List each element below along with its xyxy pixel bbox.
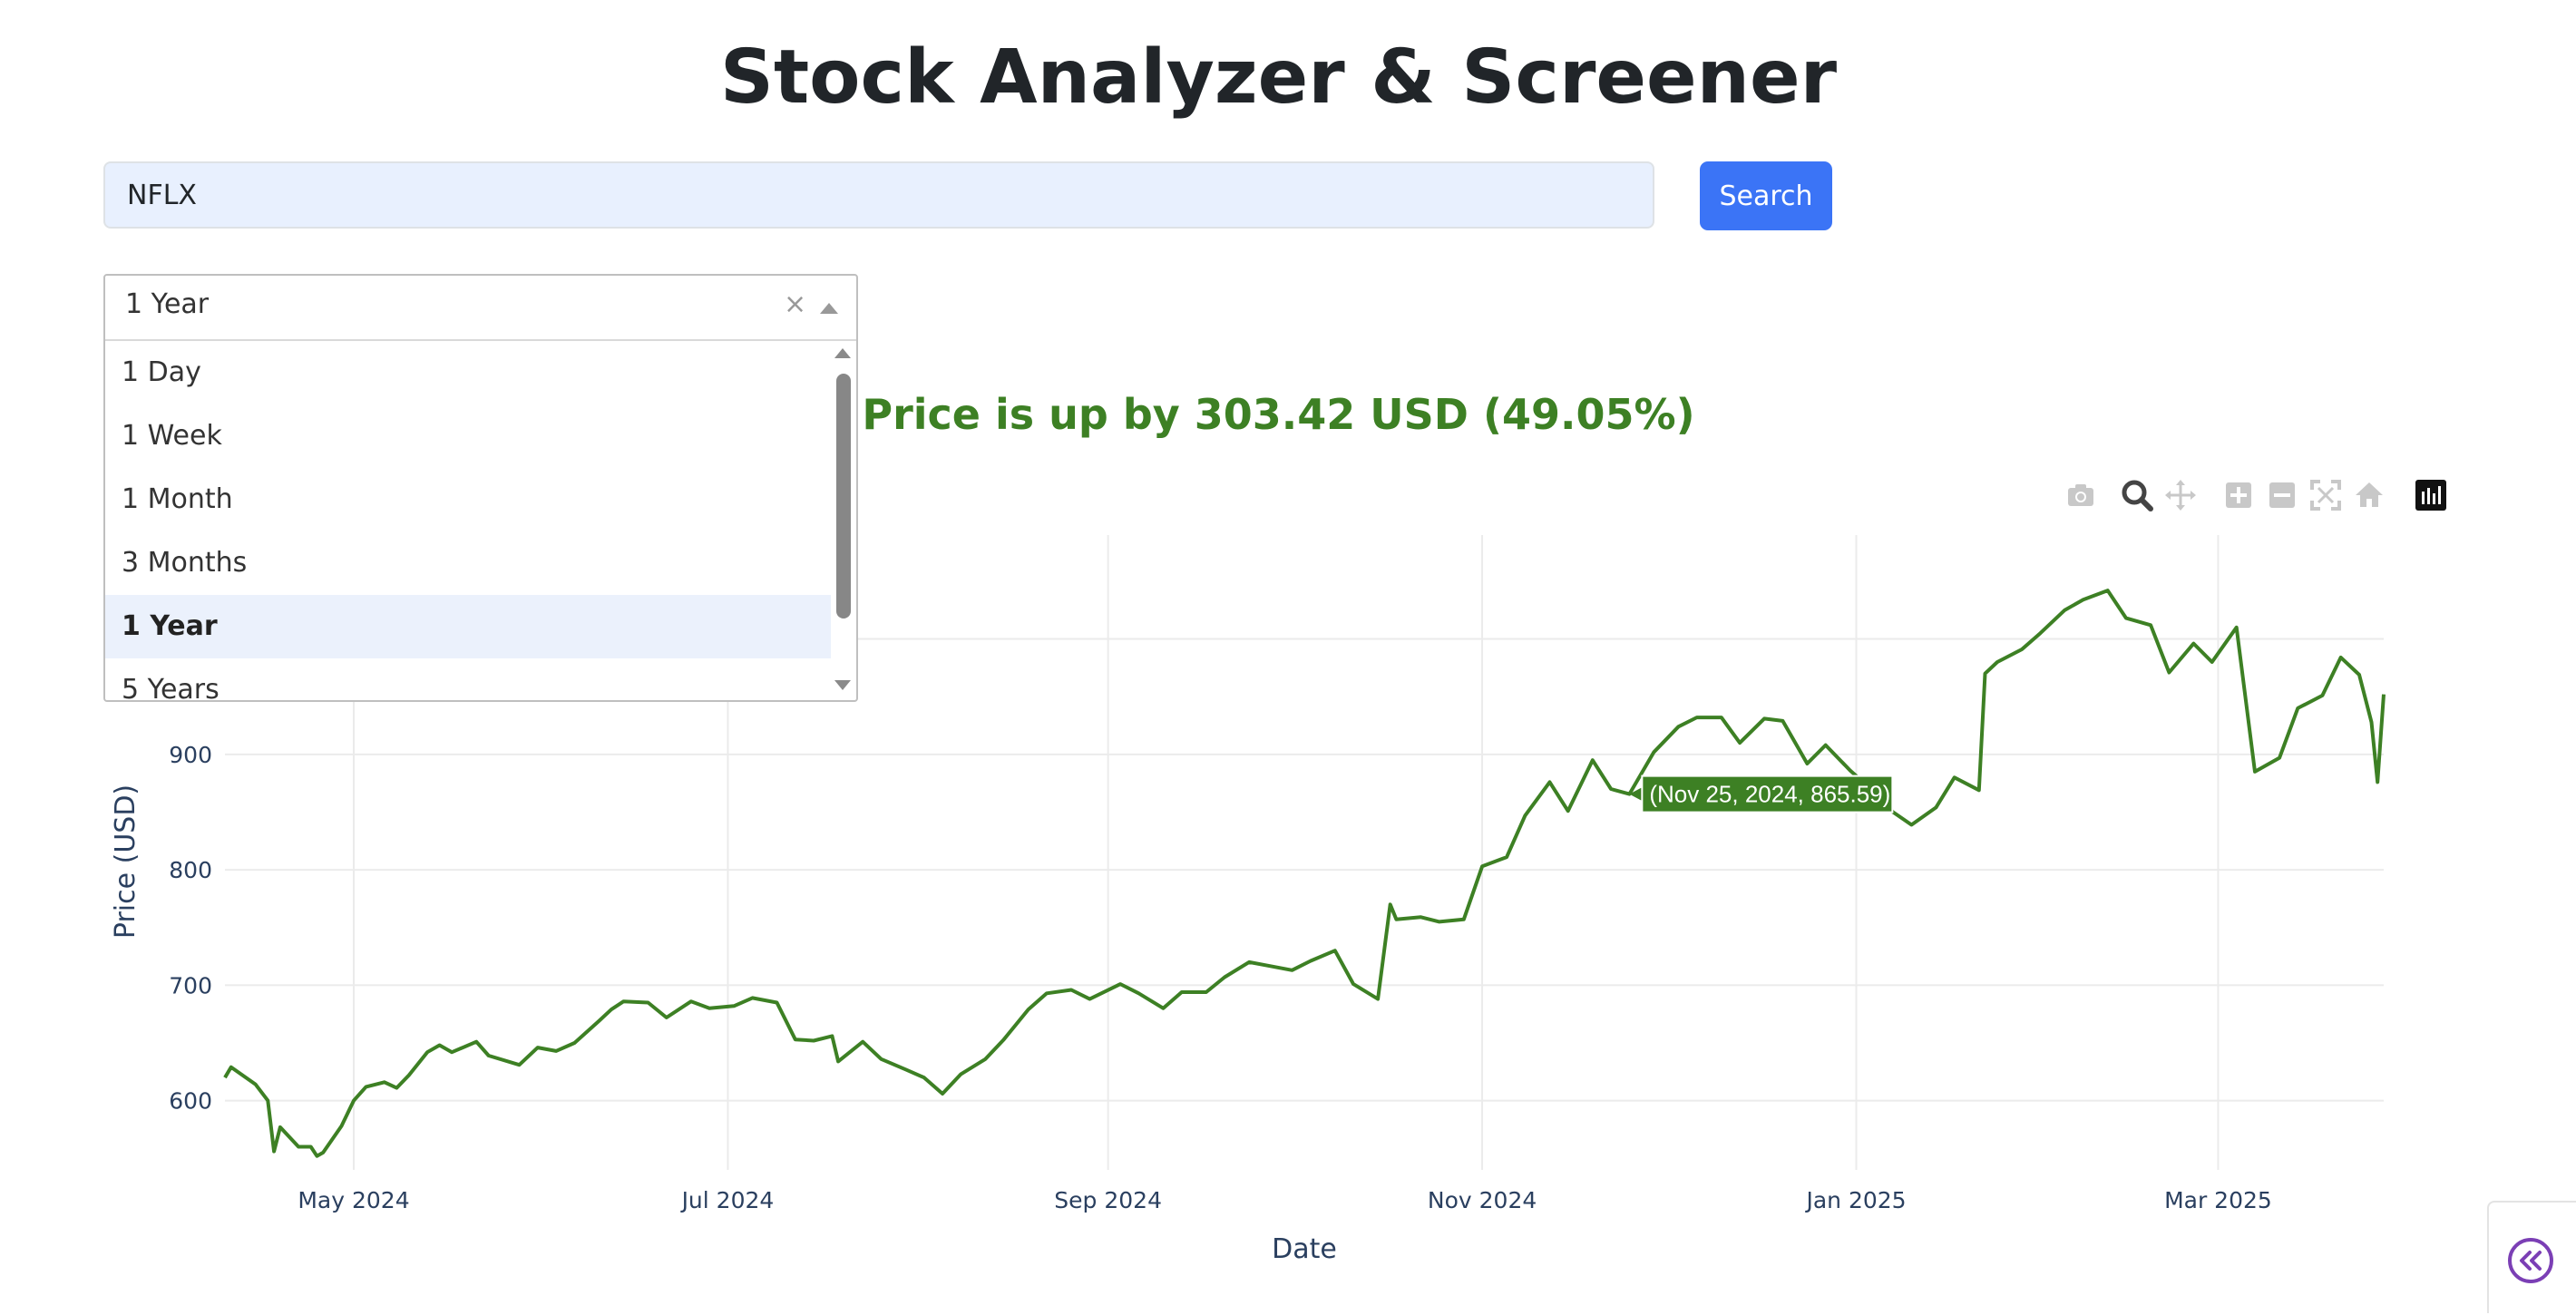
period-select-control[interactable]: 1 Year × bbox=[105, 276, 856, 341]
x-tick-label: Mar 2025 bbox=[2164, 1187, 2272, 1213]
scroll-up-arrow-icon[interactable] bbox=[834, 348, 851, 358]
search-button[interactable]: Search bbox=[1700, 161, 1832, 230]
x-tick-label: Jul 2024 bbox=[680, 1187, 775, 1213]
option-1-week[interactable]: 1 Week bbox=[122, 420, 222, 452]
clear-icon[interactable]: × bbox=[784, 288, 807, 320]
hover-tooltip-text: (Nov 25, 2024, 865.59) bbox=[1649, 781, 1890, 808]
y-tick-label: 700 bbox=[169, 972, 212, 998]
plotly-logo-icon[interactable] bbox=[2413, 477, 2449, 513]
scroll-down-arrow-icon[interactable] bbox=[834, 680, 851, 690]
chart-ticks: May 2024 Jul 2024 Sep 2024 Nov 2024 Jan 2025… bbox=[169, 742, 2272, 1213]
zoom-in-icon[interactable] bbox=[2220, 477, 2257, 513]
pan-icon[interactable] bbox=[2162, 477, 2199, 513]
ticker-search-input[interactable] bbox=[103, 161, 1654, 229]
price-line[interactable] bbox=[223, 589, 2386, 1158]
option-1-month[interactable]: 1 Month bbox=[122, 483, 233, 515]
options-scrollbar[interactable] bbox=[831, 341, 856, 700]
camera-icon[interactable] bbox=[2063, 477, 2099, 513]
zoom-out-icon[interactable] bbox=[2264, 477, 2300, 513]
double-chevron-left-icon bbox=[2508, 1238, 2553, 1283]
period-options-menu: 1 Day 1 Week 1 Month 3 Months 1 Year 5 Y… bbox=[105, 341, 831, 700]
x-tick-label: Sep 2024 bbox=[1054, 1187, 1162, 1213]
page-title: Stock Analyzer & Screener bbox=[719, 34, 1838, 121]
x-tick-label: Jan 2025 bbox=[1804, 1187, 1906, 1213]
autoscale-icon[interactable] bbox=[2308, 477, 2344, 513]
y-tick-label: 600 bbox=[169, 1088, 212, 1115]
option-3-months[interactable]: 3 Months bbox=[122, 547, 248, 579]
y-axis-title: Price (USD) bbox=[110, 784, 141, 939]
zoom-icon[interactable] bbox=[2119, 477, 2155, 513]
option-1-day[interactable]: 1 Day bbox=[122, 356, 201, 388]
x-tick-label: May 2024 bbox=[298, 1187, 409, 1213]
option-1-year[interactable]: 1 Year bbox=[105, 595, 831, 658]
period-dropdown[interactable]: 1 Year × 1 Day 1 Week 1 Month 3 Months 1… bbox=[103, 274, 858, 702]
home-icon[interactable] bbox=[2351, 477, 2387, 513]
sidebar-toggle-button[interactable] bbox=[2487, 1201, 2576, 1313]
x-axis-title: Date bbox=[1272, 1233, 1337, 1265]
price-change-summary: Price is up by 303.42 USD (49.05%) bbox=[862, 390, 1695, 439]
y-tick-label: 800 bbox=[169, 857, 212, 883]
hover-tooltip: (Nov 25, 2024, 865.59) bbox=[1629, 774, 1894, 813]
scroll-thumb[interactable] bbox=[836, 374, 851, 619]
period-select-value: 1 Year bbox=[125, 288, 210, 320]
y-tick-label: 900 bbox=[169, 742, 212, 768]
chevron-up-icon[interactable] bbox=[820, 303, 838, 314]
x-tick-label: Nov 2024 bbox=[1428, 1187, 1537, 1213]
option-5-years[interactable]: 5 Years bbox=[122, 674, 220, 700]
